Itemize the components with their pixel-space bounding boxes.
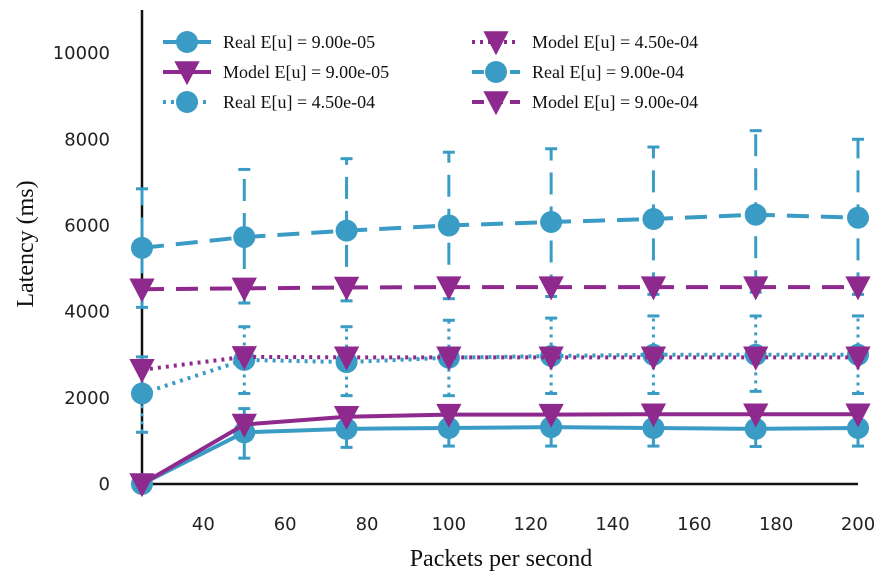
data-point [538,276,564,301]
data-point [233,226,256,249]
x-axis-label: Packets per second [410,546,593,572]
legend-label: Real E[u] = 9.00e-04 [532,62,684,82]
data-point [131,382,153,405]
data-point [845,403,871,428]
legend-entry: Model E[u] = 9.00e-05 [163,61,389,86]
data-point [640,403,667,428]
legend-entry: Real E[u] = 4.50e-04 [163,91,375,113]
legend-label: Model E[u] = 4.50e-04 [532,32,698,52]
data-point [743,276,769,301]
legend-label: Model E[u] = 9.00e-04 [532,92,698,112]
data-point [640,346,667,371]
legend-label: Real E[u] = 4.50e-04 [223,92,375,112]
series-line [141,425,859,486]
data-point [335,219,358,242]
data-point [437,416,460,439]
legend-label: Real E[u] = 9.00e-05 [223,32,375,52]
series-line [141,212,859,250]
legend-label: Model E[u] = 9.00e-05 [223,62,389,82]
x-tick-label: 180 [759,514,793,535]
series-6 [129,276,871,303]
legend-entry: Real E[u] = 9.00e-04 [472,61,684,83]
series-line [141,354,858,372]
data-point [437,214,460,237]
data-point [642,207,665,230]
y-tick-label: 8000 [64,129,110,150]
data-point [540,211,563,234]
legend-circle-marker [176,91,198,113]
x-tick-label: 100 [432,514,466,535]
data-point [744,417,767,440]
data-point [847,206,869,229]
legend-triangle-marker [483,91,509,116]
y-axis-label: Latency (ms) [13,180,39,307]
data-point [231,413,257,438]
legend-entry: Model E[u] = 9.00e-04 [472,91,698,116]
x-tick-label: 200 [841,514,875,535]
axes: 40 60 80 100 120 140 160 180 2000200040006000800… [53,10,875,535]
data-point [436,346,462,371]
y-tick-label: 0 [99,474,110,495]
y-tick-label: 6000 [64,215,110,236]
data-point [436,276,462,301]
data-point [538,403,564,428]
series-5 [131,129,869,309]
x-tick-label: 60 [274,514,297,535]
data-point [333,406,360,431]
data-point [744,203,767,226]
data-point [640,276,667,301]
data-point [845,346,871,371]
data-point [129,359,155,384]
series-line [141,352,858,396]
legend-circle-marker [485,61,507,83]
legend: Real E[u] = 9.00e-05 Model E[u] = 9.00e-0… [163,31,698,116]
data-point [845,276,871,301]
data-point [231,277,257,302]
series-line [141,285,858,292]
data-point [129,278,155,303]
data-point [847,416,869,439]
y-tick-label: 10000 [53,43,110,64]
x-tick-label: 120 [514,514,548,535]
x-tick-label: 140 [595,514,629,535]
series-4 [129,346,871,384]
y-tick-label: 2000 [64,388,110,409]
data-point [131,236,153,259]
x-tick-label: 160 [677,514,711,535]
legend-entry: Real E[u] = 9.00e-05 [163,31,375,53]
series-2 [129,403,871,498]
series-layer [129,129,871,498]
data-point [333,276,360,301]
x-tick-label: 40 [192,514,215,535]
y-tick-label: 4000 [64,302,110,323]
data-point [642,416,665,439]
data-point [333,346,360,371]
data-point [743,346,769,371]
legend-circle-marker [176,31,198,53]
legend-triangle-marker [483,31,509,56]
legend-triangle-marker [174,61,200,86]
data-point [538,346,564,371]
data-point [129,473,155,498]
series-line [140,412,858,486]
data-point [231,346,257,371]
data-point [436,403,462,428]
x-tick-label: 80 [356,514,379,535]
data-point [743,403,769,428]
legend-entry: Model E[u] = 4.50e-04 [472,31,698,56]
